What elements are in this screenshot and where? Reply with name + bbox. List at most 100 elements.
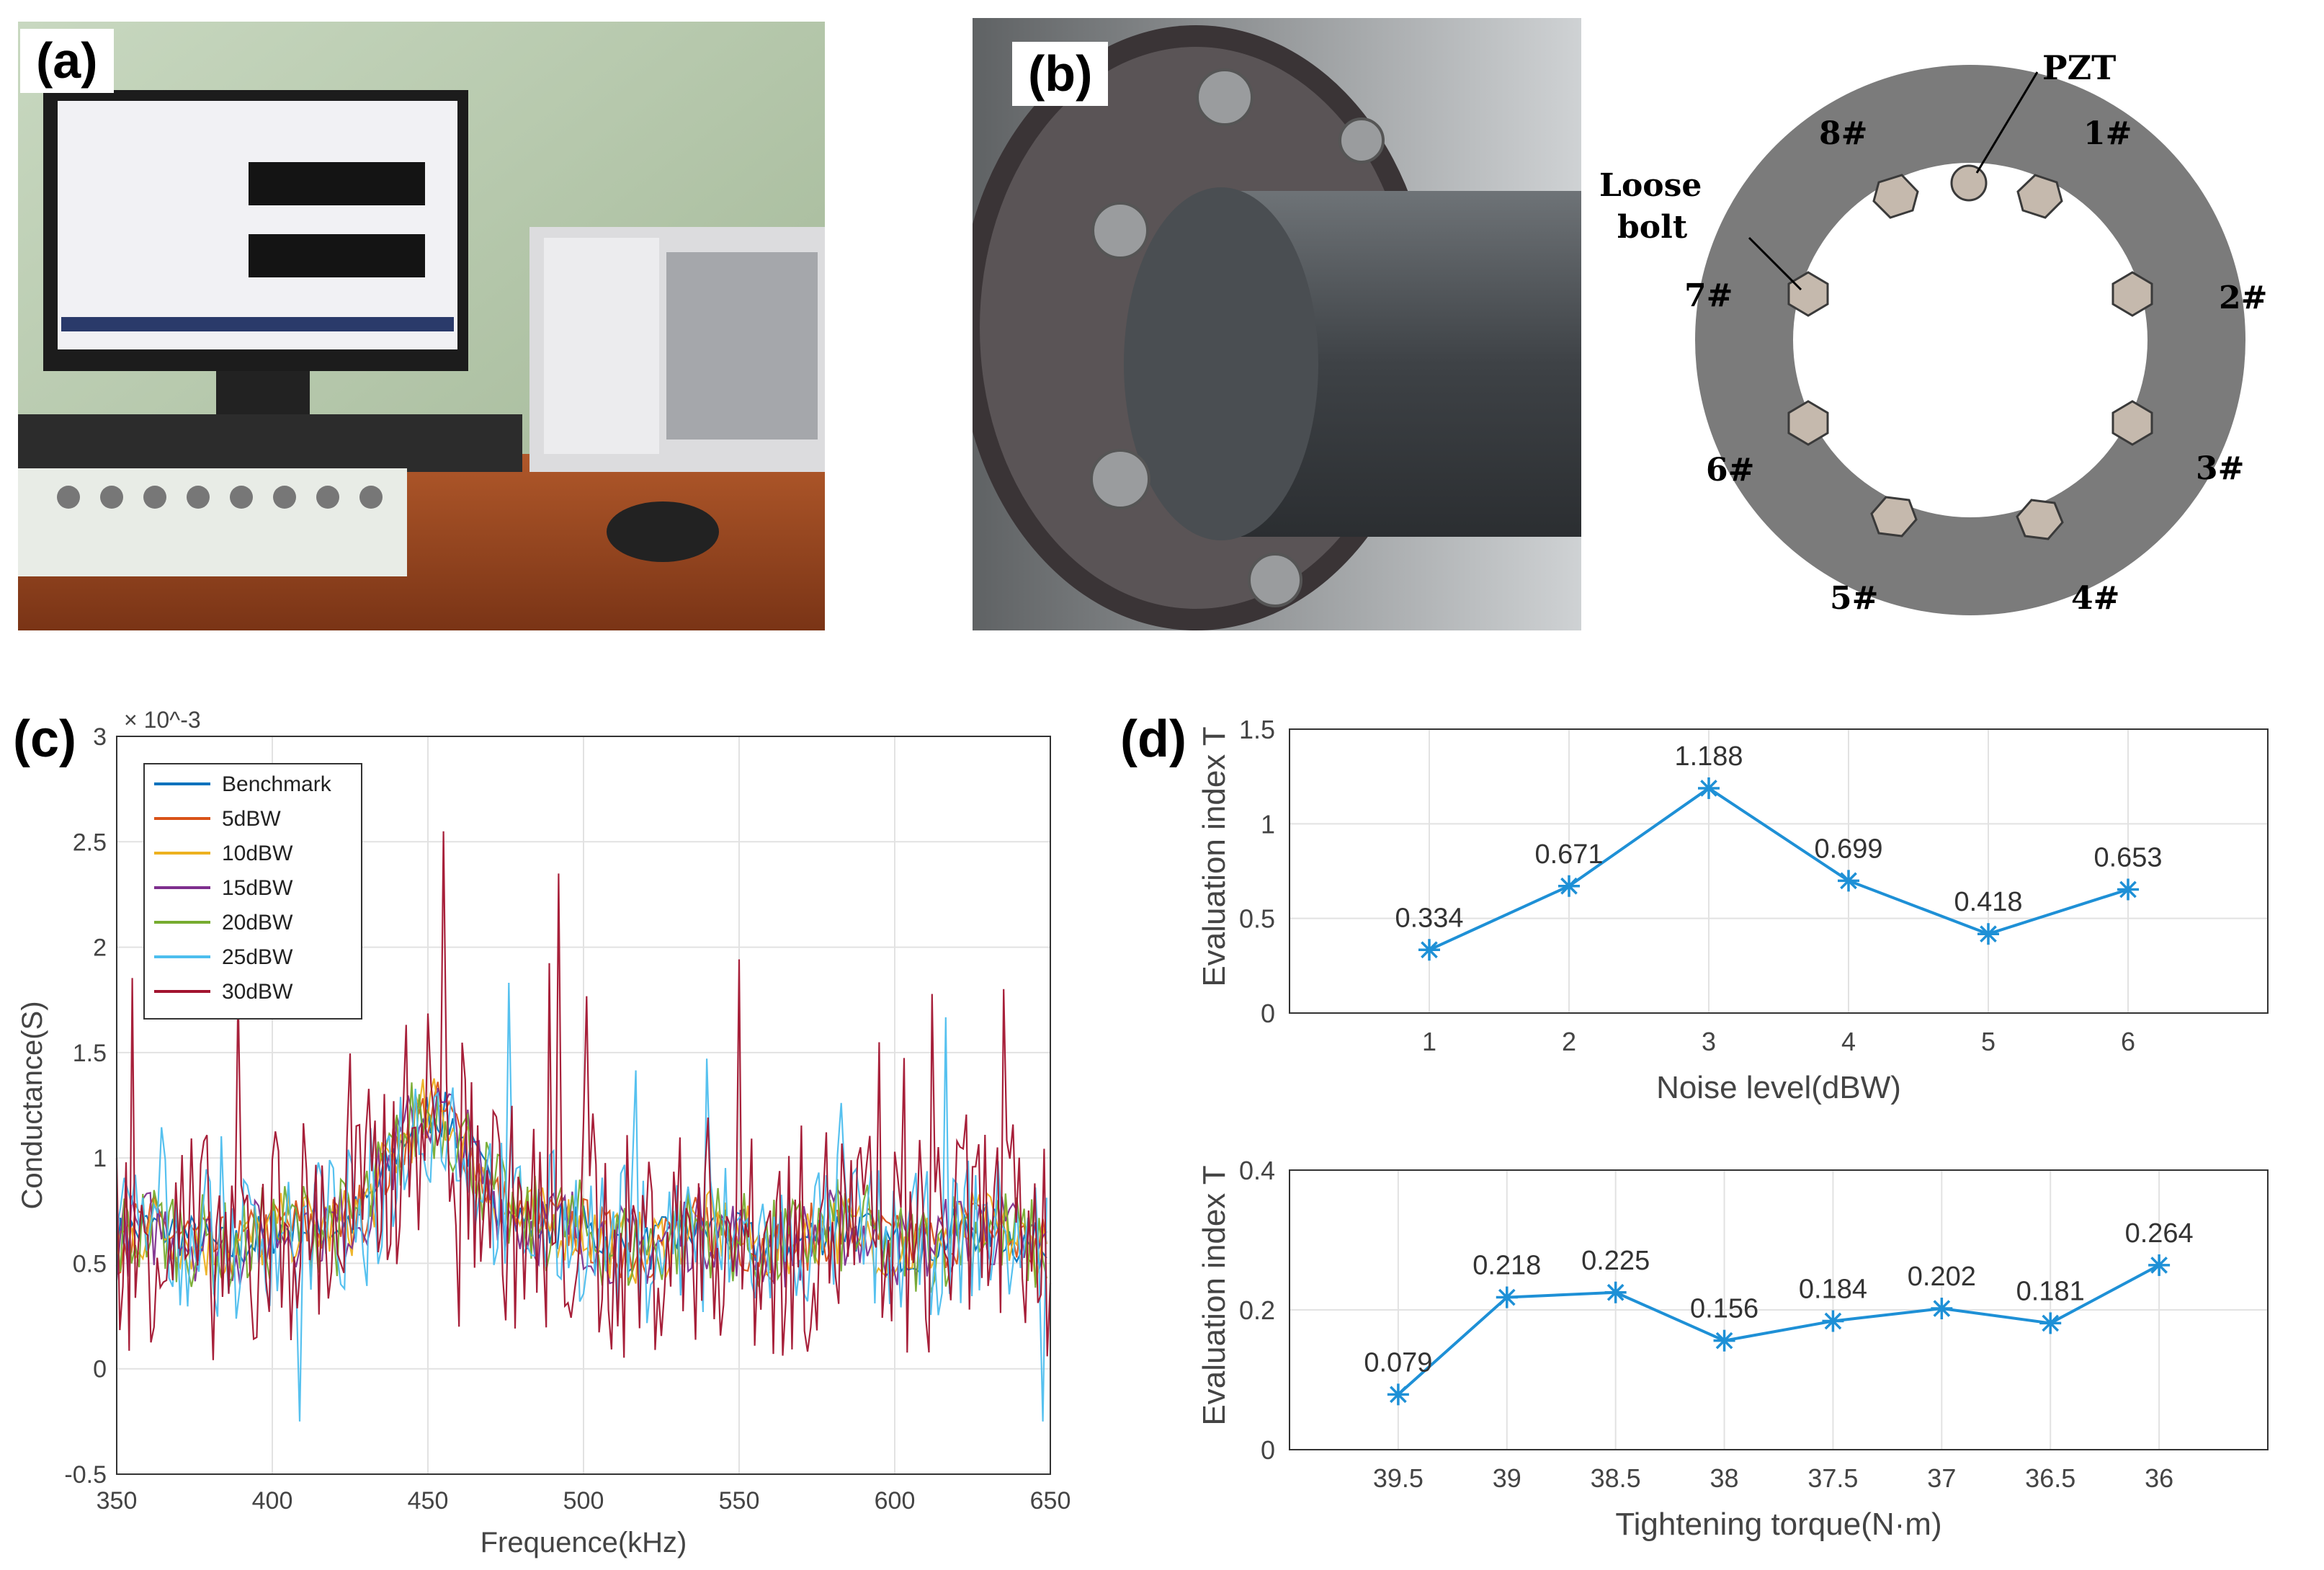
x-tick-label: 4 — [1841, 1027, 1856, 1056]
series-line — [1397, 1264, 2160, 1396]
data-marker — [1931, 1298, 1953, 1320]
conductance-chart: 350 400 450 500 550 600 650 -0.5 0 0.5 1 1.5 2 2.5 3 × … — [17, 707, 1071, 1558]
y-tick-label: 1 — [93, 1145, 107, 1172]
loose-bolt-pointer — [1748, 236, 1802, 291]
pzt-sensor — [1950, 164, 1988, 202]
data-marker — [1558, 875, 1580, 897]
x-tick-label: 38 — [1710, 1463, 1739, 1493]
y-tick-label: 0 — [1261, 1435, 1275, 1465]
data-marker — [1822, 1310, 1844, 1332]
setup-photo-illustration — [18, 22, 825, 630]
loose-label-1: Loose — [1599, 167, 1702, 204]
bolt-1 — [2016, 174, 2063, 219]
data-label: 0.334 — [1395, 903, 1463, 933]
panel-c-label: (c) — [13, 710, 76, 768]
legend-entry: 5dBW — [222, 807, 281, 831]
panel-a-label: (a) — [20, 29, 114, 93]
bolt-label-7: 7# — [1684, 277, 1733, 314]
series-line-30dBW — [115, 831, 1052, 1360]
data-marker — [1604, 1281, 1627, 1303]
bolt-label-6: 6# — [1706, 452, 1754, 489]
x-tick-label: 450 — [408, 1487, 449, 1515]
bolt-5 — [1870, 496, 1918, 538]
data-label: 0.264 — [2125, 1218, 2194, 1249]
x-axis-label: Noise level(dBW) — [1656, 1070, 1901, 1105]
bolt-label-5: 5# — [1830, 580, 1878, 617]
data-label: 0.079 — [1364, 1347, 1432, 1378]
y-tick-label: 2.5 — [73, 829, 107, 856]
x-tick-label: 500 — [563, 1487, 604, 1515]
plot-frame — [116, 736, 1051, 1475]
x-tick-label: 1 — [1422, 1027, 1436, 1056]
x-tick-label: 37.5 — [1807, 1463, 1858, 1493]
bolt-label-3: 3# — [2196, 450, 2244, 487]
data-marker — [2148, 1254, 2171, 1276]
x-tick-label: 400 — [252, 1487, 293, 1515]
y-tick-label: -0.5 — [64, 1461, 107, 1489]
data-label: 0.184 — [1799, 1275, 1867, 1305]
bolt-4 — [2016, 499, 2064, 540]
flange-photo — [973, 18, 1581, 630]
data-marker — [1418, 939, 1440, 961]
data-label: 1.188 — [1674, 741, 1743, 772]
legend-entry: 15dBW — [222, 876, 293, 900]
y-axis-label: Evaluation index T — [1197, 726, 1232, 986]
x-tick-label: 39 — [1493, 1463, 1521, 1493]
data-marker — [2039, 1312, 2062, 1334]
y-tick-label: 1.5 — [1239, 715, 1275, 744]
x-tick-label: 39.5 — [1373, 1463, 1424, 1493]
y-tick-label: 0.4 — [1239, 1156, 1275, 1185]
y-tick-label: 0.5 — [73, 1250, 107, 1277]
data-label: 0.699 — [1814, 834, 1882, 864]
bolt-label-4: 4# — [2071, 580, 2119, 617]
data-label: 0.418 — [1954, 887, 2022, 917]
y-tick-label: 0 — [1261, 999, 1275, 1028]
data-marker — [1496, 1286, 1518, 1308]
y-tick-label: 3 — [93, 723, 107, 751]
series-line — [1429, 786, 2129, 952]
flange-schematic: PZT Loose bolt 1# 2# 3# 4# 5# 6# 7# 8# — [1599, 48, 2267, 617]
loose-label-2: bolt — [1617, 209, 1688, 246]
y-axis-label: Evaluation index T — [1197, 1165, 1232, 1425]
data-marker — [1977, 923, 1999, 945]
legend-box — [143, 763, 362, 1020]
legend-entry: 10dBW — [222, 842, 293, 865]
flange-bore — [1793, 163, 2148, 517]
setup-photo — [18, 22, 825, 630]
bolt-label-2: 2# — [2219, 280, 2267, 316]
y-tick-label: 1 — [1261, 809, 1275, 839]
y-axis-label: Conductance(S) — [17, 1001, 48, 1209]
plot-frame — [1289, 728, 2269, 1014]
x-tick-label: 37 — [1927, 1463, 1956, 1493]
y-tick-label: 2 — [93, 935, 107, 962]
legend-entry: 20dBW — [222, 911, 293, 935]
torque-chart: 39.5 39 38.5 38 37.5 37 36.5 36 0 0.2 0.4 0.079 0.21… — [1197, 1156, 2269, 1542]
data-label: 0.671 — [1534, 839, 1603, 870]
noise-level-chart: 1 2 3 4 5 6 0 0.5 1 1.5 0.334 0.671 1.188 0.699 0.418 0… — [1197, 715, 2269, 1105]
data-marker — [1838, 870, 1859, 892]
x-tick-label: 6 — [2121, 1027, 2135, 1056]
plot-area — [1290, 729, 2268, 1013]
series-line-25dBW — [115, 982, 1047, 1422]
data-label: 0.218 — [1472, 1251, 1541, 1281]
bolt-label-8: 8# — [1819, 115, 1867, 152]
legend-entry: 25dBW — [222, 945, 293, 969]
panel-b-label: (b) — [1012, 42, 1109, 106]
legend-entry: 30dBW — [222, 980, 293, 1004]
bolt-6 — [1787, 400, 1829, 446]
pzt-pointer — [1975, 71, 2039, 174]
bolt-label-1: 1# — [2083, 115, 2132, 152]
legend-entry: Benchmark — [222, 772, 332, 796]
x-tick-label: 38.5 — [1591, 1463, 1641, 1493]
x-tick-label: 650 — [1030, 1487, 1071, 1515]
bolt-2 — [2111, 271, 2153, 317]
x-tick-label: 550 — [719, 1487, 760, 1515]
x-tick-label: 5 — [1981, 1027, 1995, 1056]
data-marker — [1698, 777, 1720, 799]
plot-frame — [1289, 1169, 2269, 1450]
data-label: 0.225 — [1581, 1246, 1650, 1276]
x-tick-label: 600 — [875, 1487, 916, 1515]
data-label: 0.202 — [1908, 1262, 1976, 1292]
y-tick-label: 1.5 — [73, 1040, 107, 1067]
x-axis-label: Tightening torque(N·m) — [1615, 1507, 1941, 1542]
